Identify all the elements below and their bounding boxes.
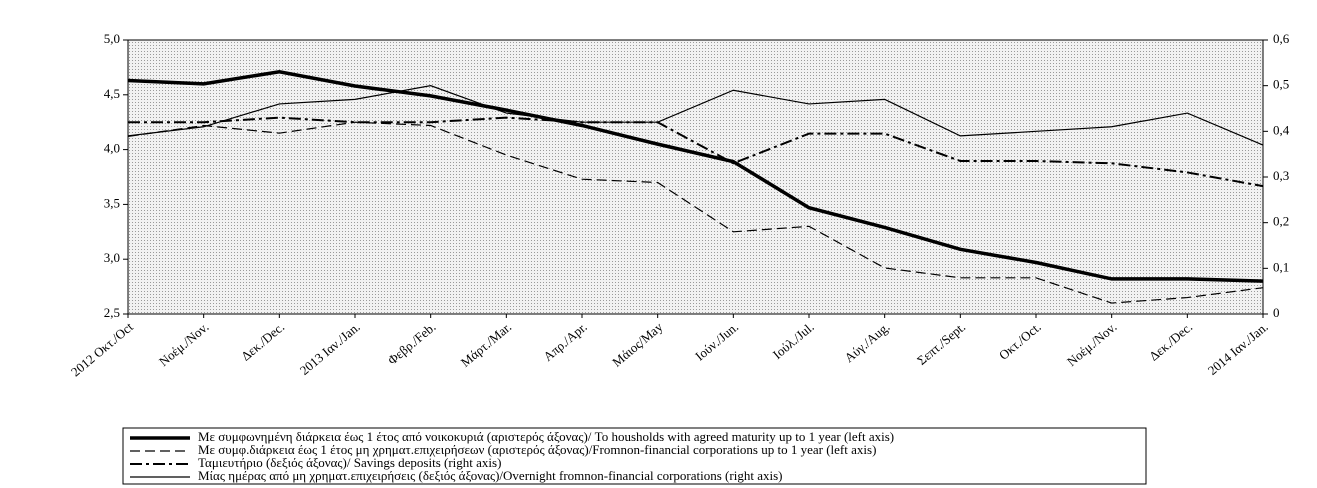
y-tick-label: 3,5 bbox=[104, 195, 120, 210]
legend-label: Ταμιευτήριο (δεξιός άξονας)/ Savings dep… bbox=[198, 455, 501, 470]
legend-label: Με συμφ.διάρκεια έως 1 έτος μη χρηματ.επ… bbox=[198, 442, 876, 457]
plot-area bbox=[127, 39, 1264, 315]
x-tick-label: Απρ./Apr. bbox=[540, 319, 590, 364]
y2-tick-label: 0 bbox=[1273, 305, 1280, 320]
y2-tick-label: 0,3 bbox=[1273, 168, 1289, 183]
x-tick-label: 2012 Οκτ./Oct bbox=[68, 319, 136, 380]
x-tick-label: Φεβρ./Feb. bbox=[385, 319, 439, 368]
x-tick-label: 2014 Ιαν./Jan. bbox=[1205, 319, 1271, 378]
y2-tick-label: 0,4 bbox=[1273, 122, 1290, 137]
x-tick-label: Μάρτ./Mar. bbox=[458, 319, 514, 370]
x-tick-label: 2013 Ιαν./Jan. bbox=[297, 319, 363, 378]
x-tick-label: Ιούλ./Jul. bbox=[770, 319, 817, 362]
series-line bbox=[127, 70, 1264, 283]
x-tick-label: Οκτ./Oct. bbox=[996, 319, 1044, 363]
series-line bbox=[128, 116, 1264, 188]
y-tick-label: 3,0 bbox=[104, 250, 120, 265]
y2-tick-label: 0,6 bbox=[1273, 31, 1290, 46]
y-tick-label: 4,0 bbox=[104, 141, 120, 156]
y-tick-label: 4,5 bbox=[104, 86, 120, 101]
legend-label: Με συμφωνημένη διάρκεια έως 1 έτος από ν… bbox=[198, 429, 894, 444]
x-tick-label: Αύγ./Aug. bbox=[841, 319, 892, 365]
y2-tick-label: 0,5 bbox=[1273, 77, 1289, 92]
series-line bbox=[127, 121, 1264, 304]
x-tick-label: Νοέμ./Nov. bbox=[156, 319, 212, 369]
x-tick-label: Δεκ./Dec. bbox=[1146, 319, 1195, 364]
x-tick-label: Νοέμ./Nov. bbox=[1064, 319, 1120, 369]
x-tick-label: Σεπτ./Sept. bbox=[914, 319, 968, 368]
y-tick-label: 5,0 bbox=[104, 31, 120, 46]
x-tick-label: Δεκ./Dec. bbox=[238, 319, 287, 364]
y2-tick-label: 0,2 bbox=[1273, 214, 1289, 229]
legend-box bbox=[122, 427, 1147, 485]
y-tick-label: 2,5 bbox=[104, 305, 120, 320]
y2-tick-label: 0,1 bbox=[1273, 259, 1289, 274]
x-tick-label: Ιούν./Jun. bbox=[692, 319, 741, 363]
legend-label: Μίας ημέρας από μη χρηματ.επιχειρήσεις (… bbox=[198, 468, 782, 483]
series-line bbox=[127, 85, 1264, 146]
x-tick-label: Μάιος/May bbox=[609, 319, 666, 370]
